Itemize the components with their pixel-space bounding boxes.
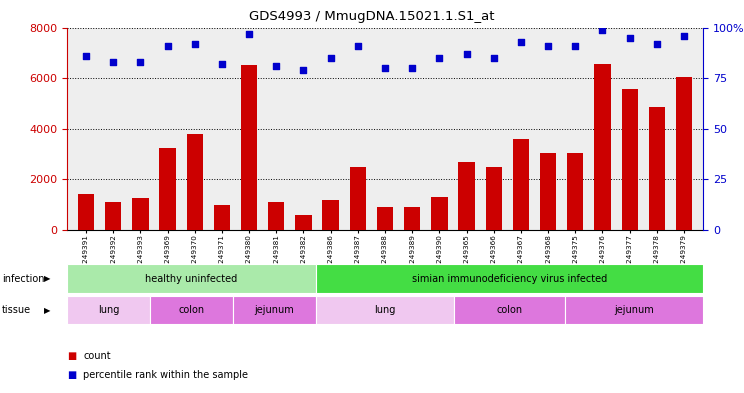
Bar [458,162,475,230]
Bar [241,66,257,230]
Bar [67,264,316,293]
Text: healthy uninfected: healthy uninfected [145,274,237,284]
Point [651,40,663,47]
Point [216,61,228,67]
Point [569,42,581,49]
Text: ▶: ▶ [44,274,51,283]
Bar [322,200,339,230]
Point [461,51,472,57]
Point [324,55,336,61]
Bar [621,90,638,230]
Bar [676,77,692,230]
Point [406,65,418,71]
Point [542,42,554,49]
Point [488,55,500,61]
Text: colon: colon [179,305,205,315]
Point [352,42,364,49]
Point [270,63,282,69]
Point [434,55,446,61]
Bar [78,195,94,230]
Bar [486,167,502,230]
Bar [316,264,703,293]
Bar [105,202,121,230]
Bar [316,296,454,324]
Text: simian immunodeficiency virus infected: simian immunodeficiency virus infected [412,274,607,284]
Point [135,59,147,65]
Point [107,59,119,65]
Point [298,67,310,73]
Text: jejunum: jejunum [254,305,295,315]
Text: colon: colon [496,305,522,315]
Point [80,53,92,59]
Text: GDS4993 / MmugDNA.15021.1.S1_at: GDS4993 / MmugDNA.15021.1.S1_at [249,10,495,23]
Point [678,33,690,39]
Text: count: count [83,351,111,361]
Bar [187,134,203,230]
Text: infection: infection [2,274,45,284]
Bar [565,296,703,324]
Bar [594,64,611,230]
Bar [268,202,284,230]
Point [379,65,391,71]
Bar [350,167,366,230]
Text: ■: ■ [67,370,76,380]
Bar [540,153,557,230]
Point [161,42,173,49]
Bar [67,296,150,324]
Text: jejunum: jejunum [614,305,654,315]
Point [623,35,635,41]
Bar [377,207,393,230]
Bar [214,205,230,230]
Bar [150,296,233,324]
Bar [567,153,583,230]
Point [189,40,201,47]
Bar [513,139,529,230]
Text: ▶: ▶ [44,306,51,314]
Bar [649,107,665,230]
Text: percentile rank within the sample: percentile rank within the sample [83,370,248,380]
Bar [432,197,448,230]
Text: ■: ■ [67,351,76,361]
Text: lung: lung [97,305,119,315]
Bar [404,207,420,230]
Bar [132,198,149,230]
Bar [295,215,312,230]
Bar [454,296,565,324]
Point [243,30,255,37]
Bar [159,148,176,230]
Point [515,39,527,45]
Bar [233,296,316,324]
Text: lung: lung [374,305,396,315]
Point [597,26,609,33]
Text: tissue: tissue [2,305,31,315]
